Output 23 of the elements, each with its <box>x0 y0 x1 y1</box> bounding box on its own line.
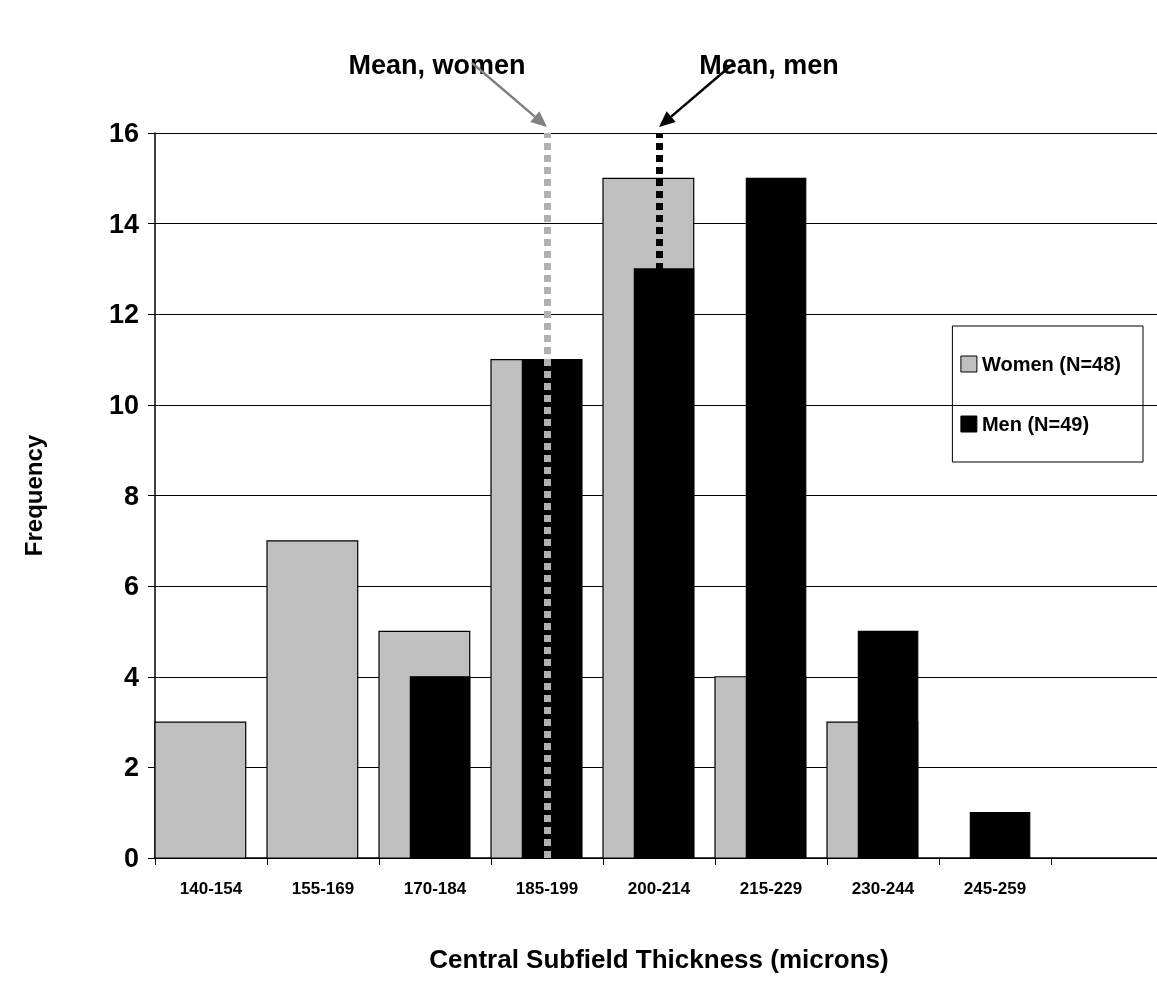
x-tick-label: 215-229 <box>739 879 803 898</box>
ref-line-label: Mean, men <box>699 49 839 80</box>
x-tick-label: 200-214 <box>627 879 691 898</box>
x-tick-label: 185-199 <box>515 879 579 898</box>
x-tick-label: 230-244 <box>851 879 915 898</box>
x-tick-label: 170-184 <box>403 879 467 898</box>
y-tick-label: 16 <box>108 118 139 148</box>
y-tick-label: 6 <box>123 571 139 602</box>
ref-line-label: Mean, women <box>348 49 526 80</box>
legend-label: Men (N=49) <box>981 413 1090 435</box>
legend-label: Women (N=48) <box>981 353 1122 375</box>
y-tick-label: 14 <box>108 208 139 239</box>
x-axis-title: Central Subfield Thickness (microns) <box>429 944 889 974</box>
y-tick-label: 2 <box>123 752 139 783</box>
x-tick-label: 140-154 <box>179 879 243 898</box>
y-axis-title: Frequency <box>19 434 47 557</box>
x-tick-label: 245-259 <box>963 879 1027 898</box>
y-tick-label: 4 <box>123 661 139 692</box>
y-tick-label: 8 <box>123 480 139 511</box>
y-tick-label: 0 <box>123 843 139 873</box>
y-tick-label: 10 <box>108 389 139 420</box>
y-tick-label: 12 <box>108 299 139 330</box>
x-tick-label: 155-169 <box>291 879 355 898</box>
